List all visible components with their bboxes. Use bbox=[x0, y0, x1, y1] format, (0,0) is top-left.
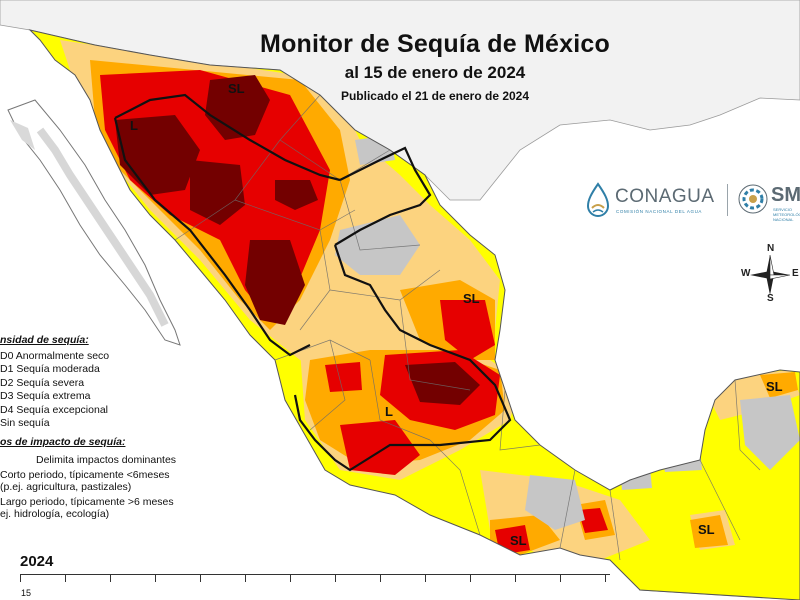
map-label-l-2: L bbox=[385, 404, 393, 419]
smn-name: SM bbox=[771, 184, 800, 206]
legend-label-d3: D3 Sequía extrema bbox=[0, 390, 91, 403]
page-title: Monitor de Sequía de México bbox=[260, 30, 610, 58]
impact-line-long: Largo periodo, típicamente >6 meses bbox=[0, 495, 174, 508]
conagua-logo-icon bbox=[586, 182, 610, 217]
legend-item-d1: D1 Sequía moderada bbox=[0, 363, 200, 377]
timeline-start-label: 15 bbox=[21, 588, 32, 598]
logos: CONAGUA COMISIÓN NACIONAL DEL AGUA SM SE… bbox=[585, 180, 800, 224]
map-label-sl-5: SL bbox=[698, 522, 715, 537]
map-label-sl-3: SL bbox=[510, 533, 527, 548]
title-block: Monitor de Sequía de México al 15 de ene… bbox=[200, 30, 670, 103]
legend-item-d2: D2 Sequía severa bbox=[0, 376, 200, 390]
compass-south: S bbox=[767, 293, 774, 304]
legend-label-d1: D1 Sequía moderada bbox=[0, 363, 100, 376]
legend-item-d0: D0 Anormalmente seco bbox=[0, 349, 200, 363]
impact-line-dominant: Delimita impactos dominantes bbox=[36, 454, 177, 466]
page-subtitle: al 15 de enero de 2024 bbox=[344, 63, 526, 82]
impact-heading: os de impacto de sequía: bbox=[0, 436, 126, 448]
map-label-sl-1: SL bbox=[228, 81, 245, 96]
smn-logo-icon bbox=[738, 184, 768, 214]
legend-item-d4: D4 Sequía excepcional bbox=[0, 403, 200, 417]
legend-item-none: Sin sequía bbox=[0, 417, 200, 431]
impact-line-short-example: (p.ej. agricultura, pastizales) bbox=[0, 481, 132, 493]
compass-rose: N S E W bbox=[740, 243, 800, 305]
logo-divider bbox=[727, 184, 728, 216]
map-label-sl-2: SL bbox=[463, 291, 480, 306]
legend-label-d4: D4 Sequía excepcional bbox=[0, 403, 108, 416]
smn-subtitle: SERVICIO METEOROLÓGICO NACIONAL bbox=[773, 207, 800, 222]
impact-line-short: Corto periodo, típicamente <6meses bbox=[0, 468, 170, 481]
baja-california bbox=[7, 99, 181, 346]
conagua-subtitle: COMISIÓN NACIONAL DEL AGUA bbox=[616, 209, 703, 214]
compass-east: E bbox=[792, 268, 799, 279]
publication-date: Publicado el 21 de enero de 2024 bbox=[340, 89, 530, 103]
legend-label-d0: D0 Anormalmente seco bbox=[0, 349, 110, 362]
legend-item-d3: D3 Sequía extrema bbox=[0, 390, 200, 404]
timeline: 2024 15 bbox=[0, 548, 800, 600]
impact-line-long-example: ej. hidrología, ecología) bbox=[0, 508, 110, 520]
map-label-sl-4: SL bbox=[766, 379, 783, 394]
legend-label-none: Sin sequía bbox=[0, 417, 50, 430]
legend-label-d2: D2 Sequía severa bbox=[0, 376, 85, 389]
intensity-heading: nsidad de sequía: bbox=[0, 334, 89, 346]
legend: nsidad de sequía: D0 Anormalmente seco D… bbox=[0, 334, 200, 521]
compass-north: N bbox=[767, 243, 775, 254]
conagua-name: CONAGUA bbox=[615, 186, 715, 207]
timeline-year: 2024 bbox=[20, 553, 54, 570]
map-label-l-1: L bbox=[130, 118, 138, 133]
compass-west: W bbox=[741, 268, 751, 279]
compass-icon bbox=[750, 254, 791, 295]
timeline-axis bbox=[20, 574, 610, 585]
